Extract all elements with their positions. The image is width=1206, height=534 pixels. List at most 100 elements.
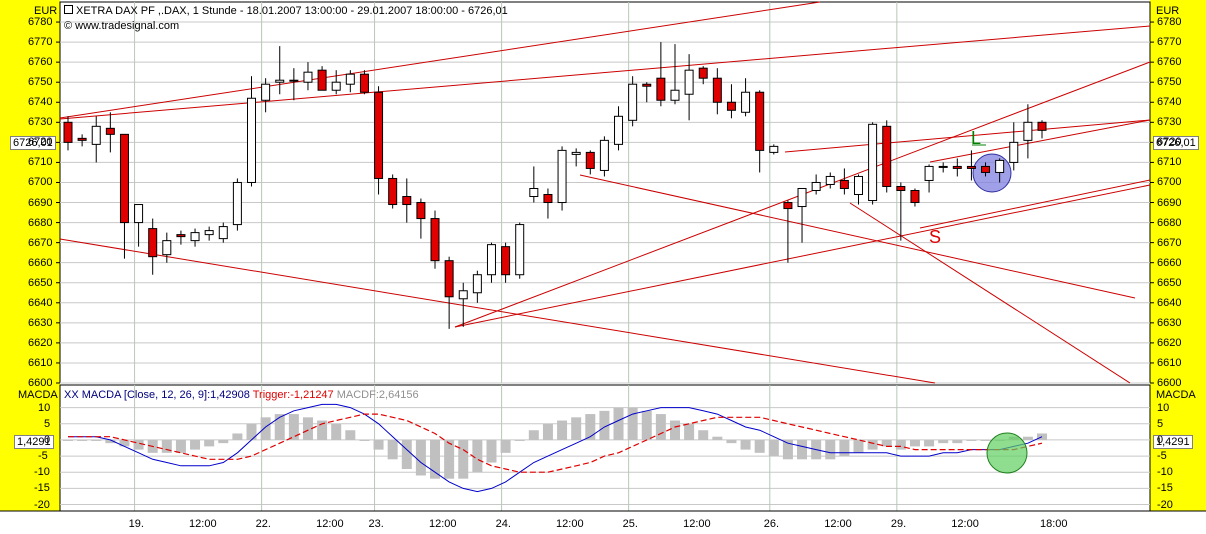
macd-histogram-bar xyxy=(938,439,949,444)
trigger-line xyxy=(68,413,1043,473)
right-axis-bg xyxy=(1150,0,1206,511)
macd-histogram-bar xyxy=(839,439,850,457)
macd-histogram-bar xyxy=(359,439,370,441)
macd-histogram-bar xyxy=(486,439,497,463)
price-tick-label-right: 6670 xyxy=(1157,236,1182,249)
candle-bear xyxy=(755,91,765,151)
price-tick-label-left: 6690 xyxy=(28,196,53,209)
price-tick-label-right: 6610 xyxy=(1157,356,1182,369)
price-tick-label-right: 6620 xyxy=(1157,336,1182,349)
source-text: www.tradesignal.com xyxy=(75,20,180,32)
price-tick-label-left: 6720 xyxy=(28,136,53,149)
macd-histogram-bar xyxy=(881,439,892,447)
candle-bear xyxy=(77,137,87,141)
trendline xyxy=(454,184,1151,328)
macd-tick-label-right: -10 xyxy=(1157,466,1173,479)
candle-bear xyxy=(501,246,511,276)
candle-bear xyxy=(896,185,906,191)
macd-unit-left: MACDA xyxy=(18,389,58,401)
candle-bull xyxy=(486,244,496,276)
macd-tick-label-right: -15 xyxy=(1157,482,1173,495)
candle-bull xyxy=(670,89,680,101)
candle-bear xyxy=(726,101,736,111)
candle-bull xyxy=(825,175,835,185)
macd-tag-left: 1,4291 xyxy=(14,435,54,449)
time-label-day: 26. xyxy=(763,518,780,530)
candle-bull xyxy=(134,204,144,224)
candle-bear xyxy=(63,121,73,143)
macd-histogram-bar xyxy=(542,423,553,440)
macd-histogram-bar xyxy=(1037,433,1047,440)
macd-histogram-bar xyxy=(980,439,991,441)
macd-histogram-bar xyxy=(458,439,469,479)
candle-bear xyxy=(910,189,920,204)
candle-bear xyxy=(119,133,129,224)
macd-histogram-bar xyxy=(740,439,751,450)
price-tick-label-right: 6630 xyxy=(1157,316,1182,329)
candle-bear xyxy=(882,125,892,187)
macd-histogram-bar xyxy=(119,439,130,447)
price-tick-label-right: 6740 xyxy=(1157,96,1182,109)
candle-bull xyxy=(261,83,271,101)
time-label-noon: 12:00 xyxy=(683,518,711,530)
time-label-day: 23. xyxy=(368,518,384,530)
macd-histogram-bar xyxy=(218,439,229,444)
macd-histogram-bar xyxy=(1022,436,1033,440)
candle-bull xyxy=(1009,141,1019,163)
price-tick-label-right: 6660 xyxy=(1157,256,1182,269)
macd-histogram-bar xyxy=(952,439,963,444)
macd-histogram-bar xyxy=(472,439,483,473)
macd-histogram-bar xyxy=(260,417,271,440)
price-tick-label-right: 6780 xyxy=(1157,16,1182,29)
long-signal-marker: L xyxy=(971,128,982,148)
candle-bear xyxy=(402,196,412,206)
price-tick-label-right: 6770 xyxy=(1157,36,1182,49)
chart-title: XETRA DAX PF ,.DAX, 1 Stunde - 18.01.200… xyxy=(64,5,508,17)
macd-histogram-bar xyxy=(105,439,116,444)
price-tick-label-left: 6730 xyxy=(28,116,53,129)
price-tick-label-right: 6640 xyxy=(1157,296,1182,309)
candle-bull xyxy=(529,187,539,198)
candle-bull xyxy=(303,71,313,83)
macd-histogram-bar xyxy=(91,439,102,441)
macd-histogram-bar xyxy=(853,439,864,453)
candle-bull xyxy=(275,79,285,83)
price-tick-label-left: 6640 xyxy=(28,296,53,309)
candle-bull xyxy=(599,139,609,171)
time-label-last: 18:00 xyxy=(1040,518,1068,530)
trendline xyxy=(579,174,1136,299)
macd-histogram-bar xyxy=(726,439,737,444)
price-tick-label-left: 6710 xyxy=(28,156,53,169)
macd-tick-label-left: -5 xyxy=(38,450,48,463)
macd-histogram-bar xyxy=(712,436,723,440)
time-label-day: 29. xyxy=(890,518,907,530)
macd-pane xyxy=(59,384,1151,512)
macd-histogram-bar xyxy=(514,439,525,441)
candle-bear xyxy=(388,177,398,206)
macdf-label: MACDF:2,64156 xyxy=(336,389,419,401)
chart-title-text: XETRA DAX PF ,.DAX, 1 Stunde - 18.01.200… xyxy=(76,5,508,17)
price-tick-label-left: 6680 xyxy=(28,216,53,229)
candle-bear xyxy=(839,179,849,189)
candle-bear xyxy=(656,77,666,101)
price-unit-right: EUR xyxy=(1156,5,1180,17)
candle-bull xyxy=(938,165,948,168)
macd-tick-label-left: 5 xyxy=(44,417,51,430)
candle-bull xyxy=(232,181,242,226)
candle-bull xyxy=(472,274,482,294)
price-tick-label-right: 6720 xyxy=(1157,136,1182,149)
price-tick-label-left: 6740 xyxy=(28,96,53,109)
macd-histogram-bar xyxy=(669,420,680,440)
candle-bull xyxy=(741,91,751,113)
candle-bull xyxy=(995,159,1005,173)
short-signal-marker: S xyxy=(929,227,942,247)
macd-histogram-bar xyxy=(782,439,793,460)
macd-histogram-bar xyxy=(274,414,285,440)
macd-histogram-bar xyxy=(754,439,765,453)
trigger-label: Trigger:-1,21247 xyxy=(252,389,334,401)
price-tick-label-left: 6600 xyxy=(28,377,53,389)
macd-histogram-bar xyxy=(77,439,88,441)
macd-histogram-bar xyxy=(825,439,836,460)
price-tick-label-left: 6650 xyxy=(28,276,53,289)
